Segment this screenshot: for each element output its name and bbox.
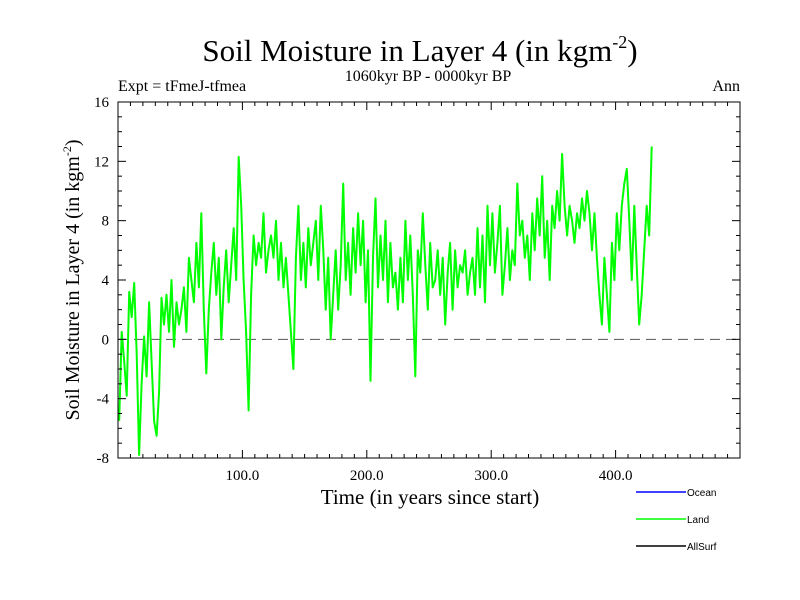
legend-land-label: Land: [687, 515, 709, 526]
y-tick-label: 0: [102, 332, 110, 348]
experiment-label: Expt = tFmeJ-tfmea: [118, 78, 246, 95]
legend-allsurf-label: AllSurf: [687, 542, 717, 553]
chart-title-superscript: -2: [612, 32, 627, 52]
series-line-land: [118, 146, 653, 456]
x-tick-label: 400.0: [599, 468, 633, 484]
y-axis-ticks: -8 -4 0 4 8 12 16: [94, 95, 740, 467]
x-tick-label: 100.0: [226, 468, 260, 484]
plot-area: 100.0 200.0 300.0 400.0 -8 -4 0 4 8 12 16: [94, 95, 741, 484]
y-axis-label-superscript: -2: [60, 146, 74, 156]
legend: Ocean Land AllSurf: [636, 488, 717, 553]
season-label: Ann: [712, 78, 740, 95]
x-tick-label: 300.0: [474, 468, 508, 484]
y-tick-label: 8: [102, 214, 110, 230]
x-axis-ticks: 100.0 200.0 300.0 400.0: [129, 102, 729, 484]
x-tick-label: 200.0: [350, 468, 384, 484]
y-tick-label: 12: [94, 154, 109, 170]
x-axis-label: Time (in years since start): [321, 485, 540, 509]
chart-subtitle: 1060kyr BP - 0000kyr BP: [345, 68, 512, 85]
y-tick-label: 4: [102, 273, 110, 289]
y-tick-label: -4: [97, 392, 110, 408]
chart-title: Soil Moisture in Layer 4 (in kgm-2): [202, 32, 637, 68]
series-group: [118, 146, 653, 456]
legend-ocean-label: Ocean: [687, 488, 716, 499]
y-axis-label: Soil Moisture in Layer 4 (in kgm-2): [60, 139, 84, 420]
y-tick-label: -8: [97, 451, 110, 467]
y-tick-label: 16: [94, 95, 110, 111]
